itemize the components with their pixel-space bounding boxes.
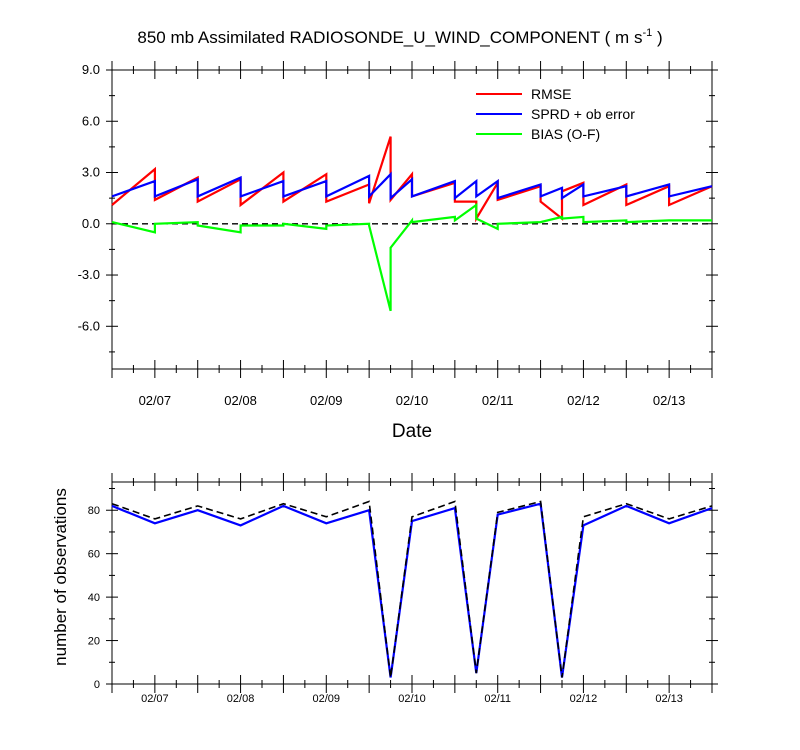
bottom-y-tick-label: 20 bbox=[88, 636, 100, 648]
bottom-x-tick-label: 02/13 bbox=[655, 693, 683, 705]
top-x-axis-label: Date bbox=[392, 421, 432, 442]
top-series-rmse bbox=[111, 136, 713, 223]
legend-label: BIAS (O-F) bbox=[531, 126, 600, 142]
bottom-x-tick-label: 02/12 bbox=[570, 693, 598, 705]
top-x-tick-label: 02/07 bbox=[139, 393, 172, 408]
top-x-tick-label: 02/08 bbox=[224, 393, 257, 408]
bottom-y-tick-label: 60 bbox=[88, 549, 100, 561]
top-series-bias-o-f bbox=[111, 202, 712, 312]
bottom-panel: number of observations 0 20 40 60 80 02/07 02/… bbox=[51, 473, 718, 705]
top-x-tick-label: 02/11 bbox=[482, 393, 514, 408]
bottom-y-tick-label: 0 bbox=[94, 679, 100, 691]
top-x-tick-label: 02/12 bbox=[567, 393, 600, 408]
chart-title: 850 mb Assimilated RADIOSONDE_U_WIND_COM… bbox=[137, 27, 662, 47]
top-y-tick-label: -6.0 bbox=[78, 318, 100, 333]
top-x-tick-label: 02/13 bbox=[653, 393, 686, 408]
top-y-tick-label: -3.0 bbox=[78, 267, 100, 282]
bottom-x-tick-label: 02/11 bbox=[484, 693, 511, 705]
top-y-tick-label: 9.0 bbox=[82, 62, 100, 77]
top-series-sprd-ob-error bbox=[111, 171, 713, 201]
top-x-tick-label: 02/09 bbox=[310, 393, 343, 408]
top-y-tick-label: 0.0 bbox=[82, 216, 100, 231]
bottom-x-tick-label: 02/10 bbox=[398, 693, 426, 705]
top-y-tick-label: 6.0 bbox=[82, 113, 100, 128]
legend-label: RMSE bbox=[531, 86, 571, 102]
bottom-y-tick-label: 40 bbox=[88, 592, 100, 604]
bottom-y-tick-label: 80 bbox=[88, 505, 100, 517]
bottom-x-tick-label: 02/09 bbox=[313, 693, 341, 705]
top-y-tick-label: 3.0 bbox=[82, 165, 100, 180]
bottom-series-assimilated bbox=[111, 502, 713, 678]
bottom-y-axis-label: number of observations bbox=[51, 488, 70, 666]
legend-label: SPRD + ob error bbox=[531, 106, 635, 122]
bottom-x-tick-label: 02/08 bbox=[227, 693, 255, 705]
bottom-series-total bbox=[111, 500, 713, 678]
top-x-tick-label: 02/10 bbox=[396, 393, 429, 408]
bottom-x-tick-label: 02/07 bbox=[141, 693, 169, 705]
top-panel: Date 9.0 6.0 3.0 0.0 -3.0 -6.0 02/07 02/08 02/09… bbox=[78, 61, 718, 442]
